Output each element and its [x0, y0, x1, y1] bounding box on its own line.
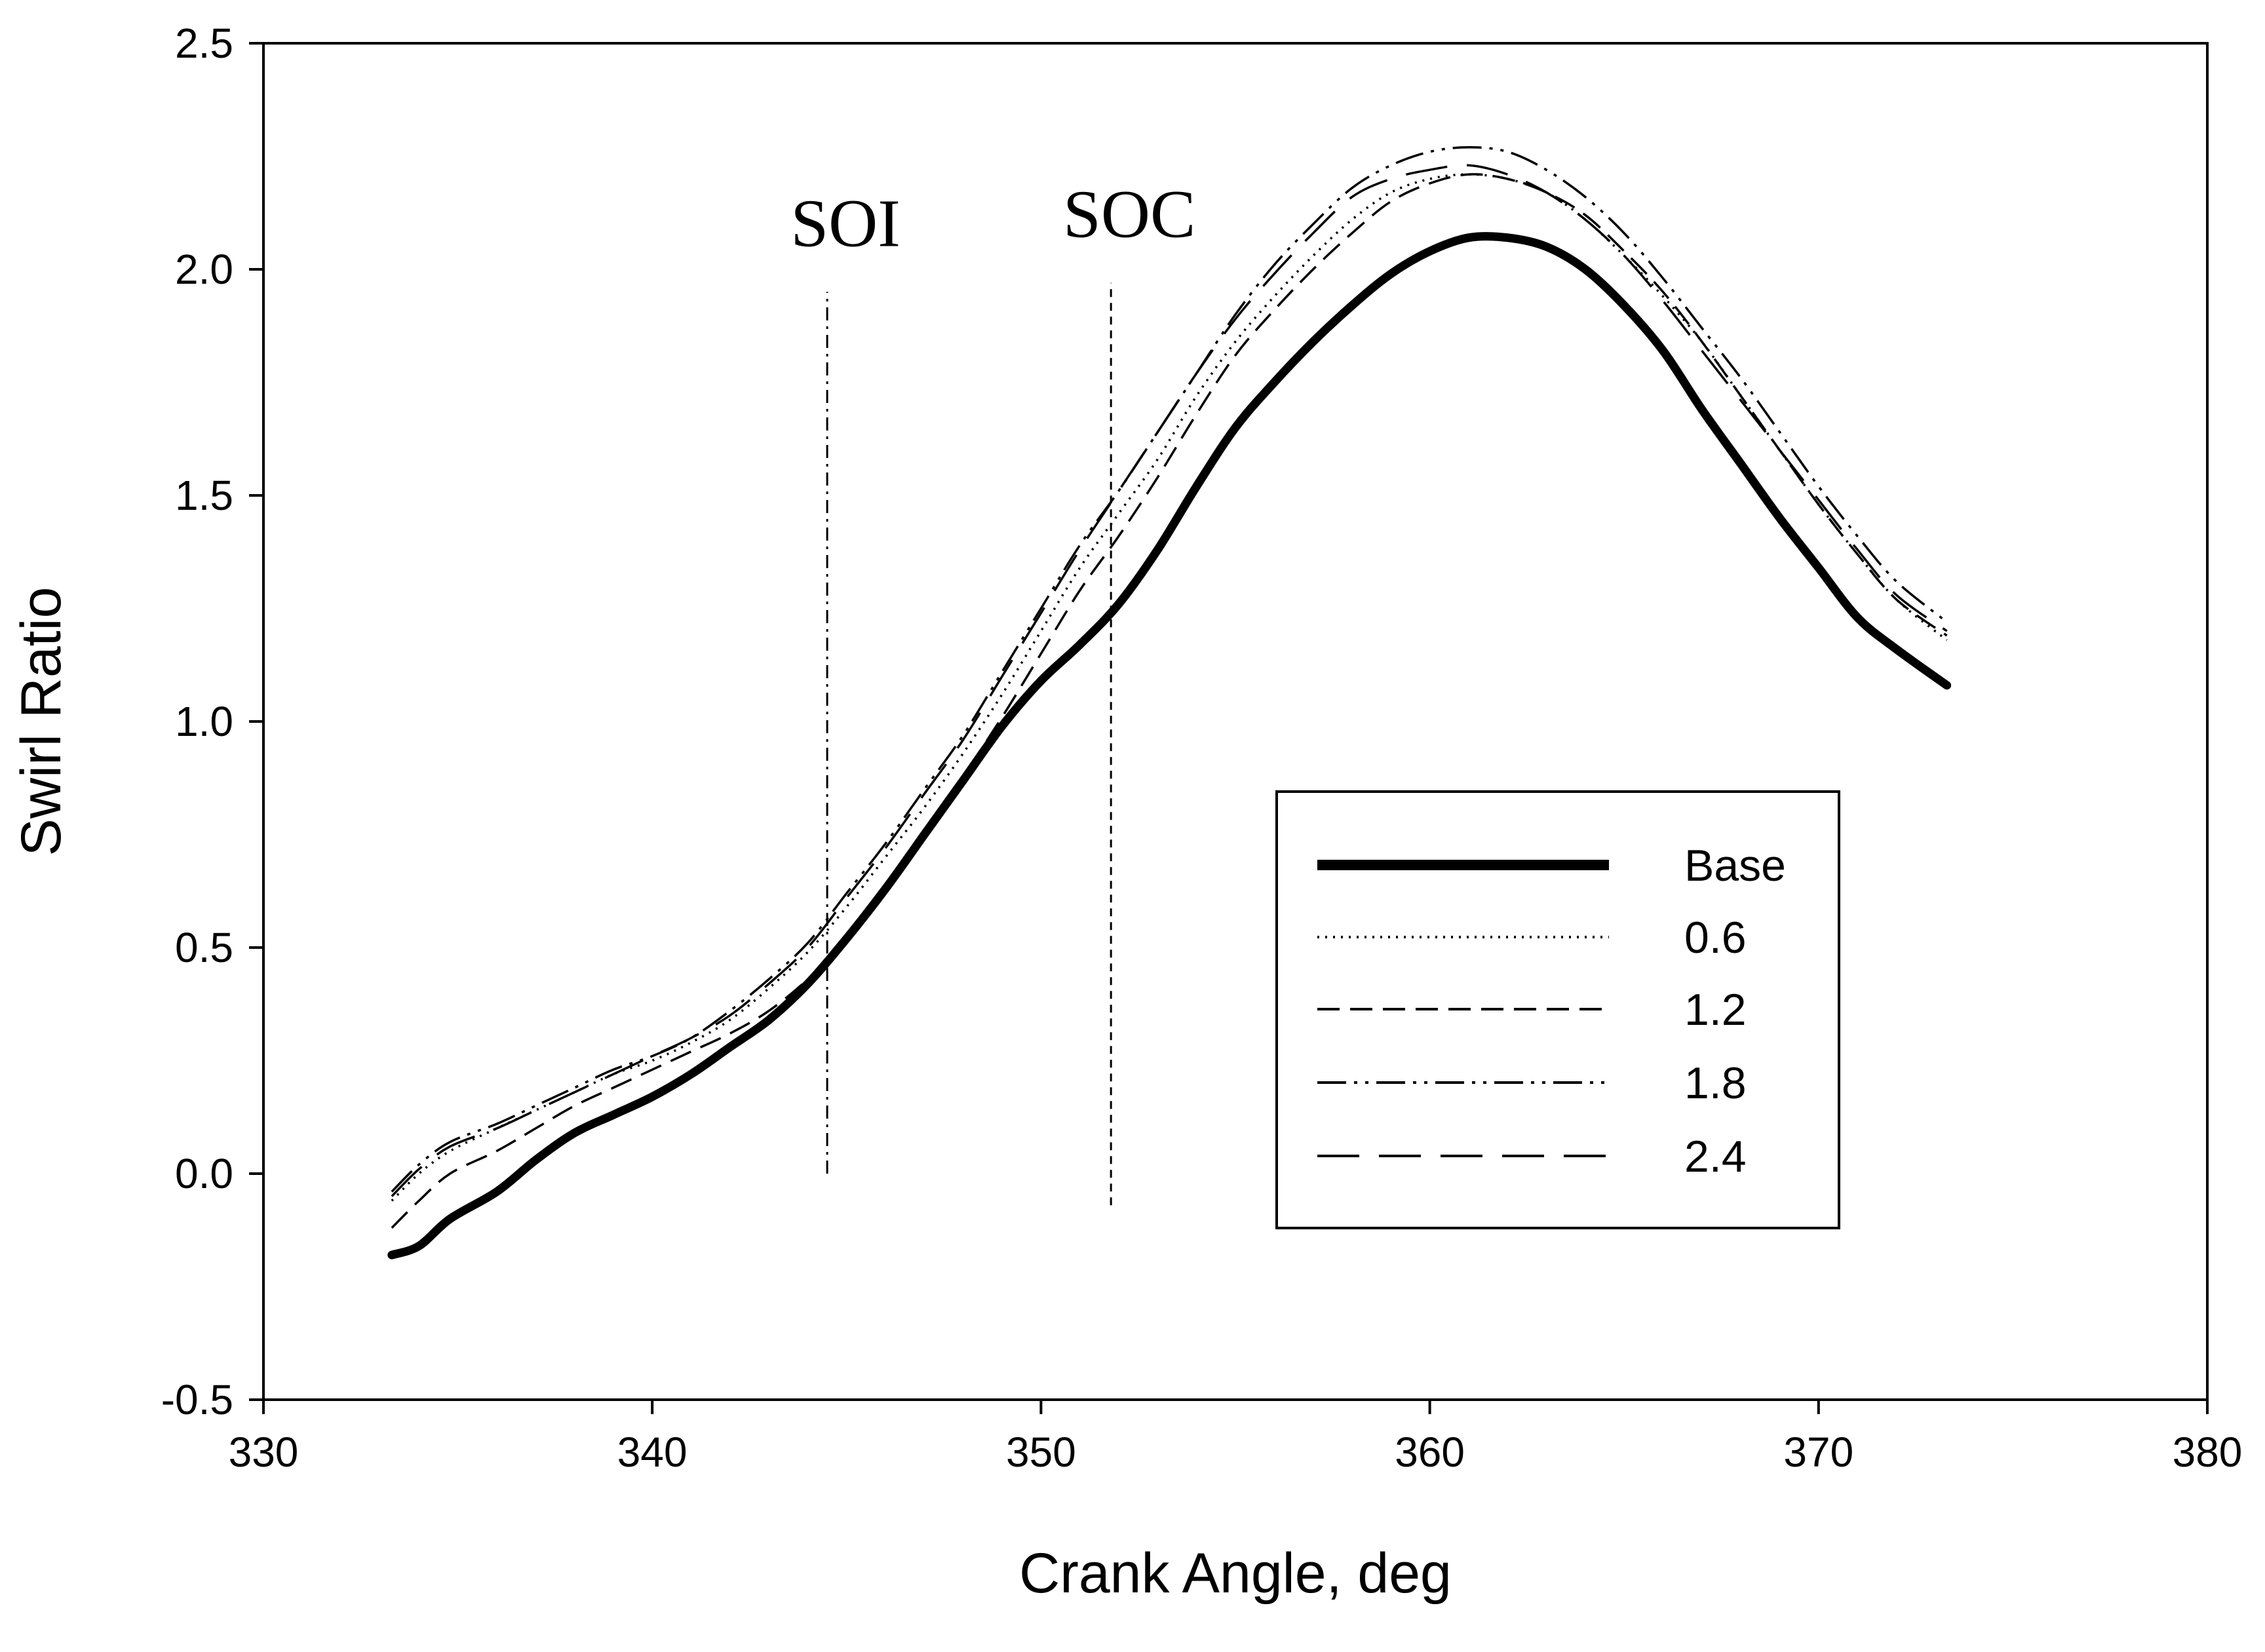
x-axis: 330 340 350 360 370 380 [229, 1400, 2243, 1476]
legend-label: 1.8 [1684, 1058, 1747, 1108]
x-tick-label: 340 [617, 1429, 687, 1476]
x-tick-label: 330 [229, 1429, 299, 1476]
y-tick-label: 2.0 [175, 246, 233, 293]
legend-label: Base [1684, 841, 1786, 891]
series-layer [387, 145, 1952, 1259]
y-tick-label: 2.5 [175, 20, 233, 67]
series-line-0-6 [391, 173, 1948, 1202]
series-line-base [387, 232, 1952, 1259]
legend: Base 0.6 1.2 1.8 2.4 [1275, 790, 1840, 1229]
soc-label: SOC [1063, 177, 1195, 252]
x-axis-title: Crank Angle, deg [1019, 1542, 1452, 1605]
plot-frame [262, 42, 2209, 1401]
x-tick-label: 360 [1395, 1429, 1465, 1476]
x-tick-label: 370 [1783, 1429, 1853, 1476]
x-tick-label: 380 [2173, 1429, 2243, 1476]
series-line-2-4 [391, 164, 1948, 1197]
y-axis: -0.5 0.0 0.5 1.0 1.5 2.0 2.5 [161, 20, 263, 1423]
legend-label: 1.2 [1684, 985, 1747, 1035]
annotations: SOI SOC [790, 177, 1195, 1206]
y-tick-label: 0.5 [175, 924, 233, 971]
y-tick-label: 0.0 [175, 1150, 233, 1197]
y-tick-label: -0.5 [161, 1376, 233, 1423]
x-tick-label: 350 [1006, 1429, 1076, 1476]
soi-label: SOI [790, 186, 900, 261]
series-line-1-2 [391, 173, 1948, 1229]
y-tick-label: 1.0 [175, 698, 233, 745]
y-axis-title: Swirl Ratio [10, 587, 73, 856]
legend-label: 0.6 [1684, 913, 1747, 963]
legend-label: 2.4 [1684, 1132, 1747, 1181]
y-tick-label: 1.5 [175, 472, 233, 519]
